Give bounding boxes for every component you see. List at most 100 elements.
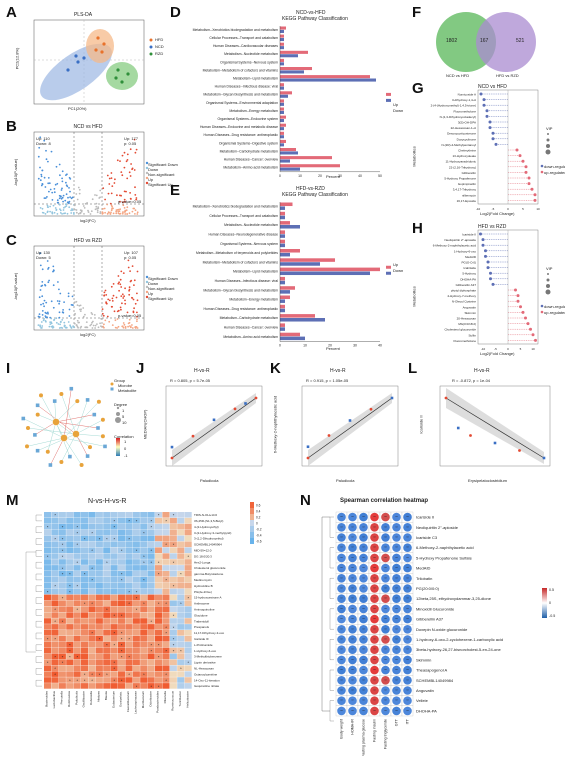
heatmap-cell [95,553,103,559]
heatmap-cell [162,618,170,624]
legend-degree-title: Degree [114,402,128,407]
scatter-point [233,407,237,411]
volcano-point [118,289,120,292]
heatmap-row-label: 3S,25R-(S1,3,5-Butyl) [194,519,223,523]
panel-label-k: K [270,360,281,377]
network-edge [50,437,65,466]
panel-c-legend-0: Significant Down [148,276,178,281]
significance-mark: * [114,666,116,671]
significance-mark: ** [395,566,398,570]
heatmap-scale-label: 0.6 [256,504,261,508]
legend-corr-1: 1 [124,439,127,444]
heatmap-cell [155,618,163,624]
panel-k-ylabel: 6-Methoxy-2-naphthylacetic acid [272,395,278,454]
heatmap-cell [169,618,177,624]
kegg-bar [280,323,285,327]
heatmap-col-label: Rikenella [163,691,167,704]
heatmap-cell [147,523,155,530]
volcano-point [39,166,41,169]
significance-mark: * [173,625,175,630]
heatmap-scale-cell [250,508,254,514]
heatmap-cell [58,618,66,624]
heatmap-cell [81,641,89,648]
heatmap-cell [162,517,170,524]
heatmap-cell [44,606,52,612]
heatmap-cell [44,665,52,671]
heatmap-row-label: 11,17-Dihydroxy-3-oxo [194,631,224,635]
venn-label-right: HFD vs RZD [496,73,519,78]
spearman-dot [370,584,379,593]
volcano-point [133,284,135,286]
heatmap-cell [88,523,96,530]
heatmap-cell [88,612,96,618]
microbe-node [59,392,64,396]
kegg-category-label: Organismal Systems--Digestive system [219,141,278,145]
network-edge [55,421,99,429]
scatter-point [390,396,394,400]
panel-d-title: NCD-vs-HFD [296,10,326,16]
heatmap-cell [184,588,192,595]
kegg-category-label: Metabolism--Xenobiotics biodegradation a… [193,28,279,32]
significance-mark: * [54,654,56,659]
volcano-point [77,186,80,189]
significance-mark: * [99,536,101,541]
spearman-dot [403,594,412,603]
significance-mark: ** [373,607,376,611]
volcano-point [62,311,65,314]
volcano-point [116,159,119,162]
volcano-point [127,259,130,262]
significance-mark: ** [340,587,343,591]
heatmap-cell [73,535,81,542]
metabolite-label: 13-Hydroxyoleate [452,154,476,158]
kegg-legend-up-swatch [386,92,391,96]
panel-e-kegg: HFD-vs-RZD KEGG Pathway Classification M… [176,186,408,354]
heatmap-row-label: 15-hydroxyestrone A [194,596,222,600]
heatmap-cell [184,512,192,518]
lollipop-tick: 10 [536,207,540,211]
significance-mark: ** [340,566,343,570]
metabolite-node [35,403,40,408]
legend-ncd: NCD [155,44,164,49]
heatmap-cell [140,635,148,642]
heatmap-cell [162,677,170,683]
heatmap-cell [66,653,74,660]
heatmap-cell [155,624,163,630]
spearman-dot [359,512,368,522]
kegg-bar [280,29,284,33]
metabolite-label: Nomicoside A [458,93,476,97]
row-dendrogram [35,668,42,675]
volcano-point [94,327,96,329]
kegg-tick-label: 30 [338,174,342,178]
heatmap-cell [147,612,155,618]
network-edge [55,400,78,423]
volcano-point [119,283,122,286]
spearman-dot [337,625,346,634]
spearman-dot [348,584,357,593]
kegg-bar [280,26,286,30]
heatmap-cell [177,641,185,648]
kegg-bar [280,115,286,119]
panel-label-m: M [6,492,19,509]
volcano-point [124,299,126,302]
heatmap-cell [132,612,140,618]
volcano-point [68,187,70,189]
scatter-frame [165,385,263,467]
spearman-dot [348,625,357,634]
lollipop-point [482,103,486,107]
kegg-category-label: Metabolism--Carbohydrate metabolism [220,316,279,320]
significance-mark: ** [384,617,387,621]
heatmap-cell [88,588,96,595]
scatter-k [301,385,399,467]
volcano-point [62,209,65,211]
significance-mark: ** [362,689,365,693]
heatmap-cell [125,659,133,666]
volcano-point [67,295,70,298]
significance-mark: * [128,672,130,677]
heatmap-cell [132,565,140,571]
volcano-point [67,196,69,199]
heatmap-cell [103,618,111,624]
significance-mark: ** [362,536,365,540]
heatmap-cell [73,683,81,689]
vip-legend-dot [546,138,550,142]
significance-mark: ** [384,597,387,601]
